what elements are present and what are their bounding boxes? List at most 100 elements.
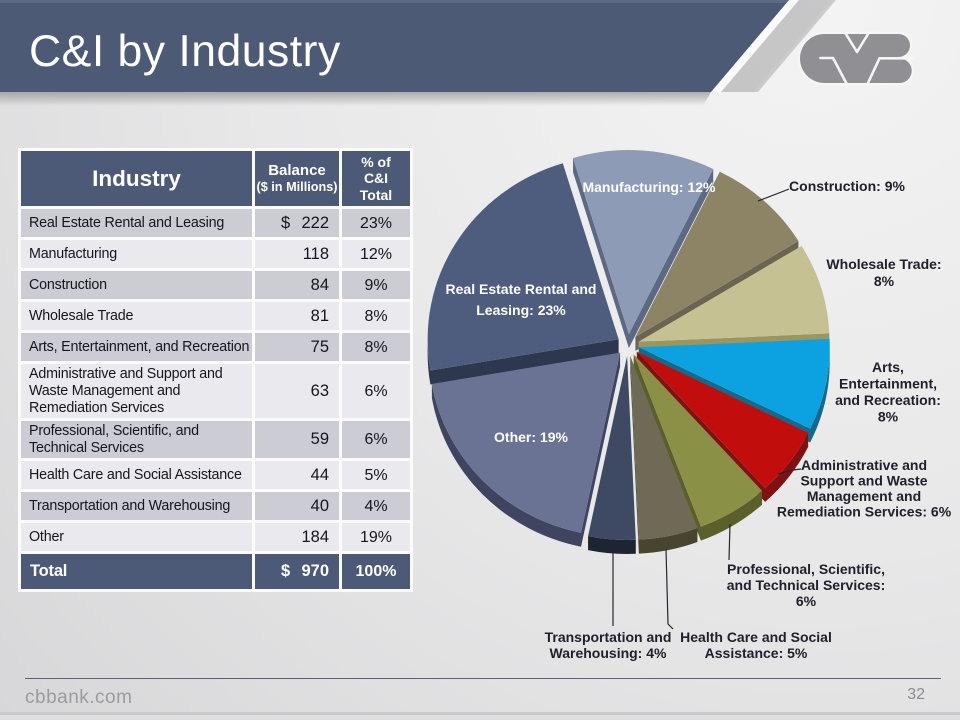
table-row: Health Care and Social Assistance 44 5% bbox=[21, 461, 410, 489]
leader-line bbox=[757, 188, 790, 202]
cell-percent: 4% bbox=[342, 492, 410, 520]
bottom-edge-strip-light bbox=[0, 715, 960, 720]
pie-slice-side bbox=[638, 347, 830, 443]
pie-label-outside: Construction: 9% bbox=[789, 178, 905, 194]
cell-percent: 9% bbox=[342, 271, 410, 299]
cell-balance: 59 bbox=[255, 421, 339, 458]
cell-percent: 5% bbox=[342, 461, 410, 489]
header-band-shape bbox=[0, 0, 789, 92]
cell-percent: 8% bbox=[342, 302, 410, 330]
table-body: Real Estate Rental and Leasing $222 23% Man… bbox=[21, 209, 410, 589]
balance-value: 63 bbox=[310, 381, 329, 400]
logo-cut-c bbox=[819, 56, 848, 85]
pie-slice[interactable] bbox=[633, 354, 763, 527]
balance-cell-wrap: 118 bbox=[281, 244, 329, 263]
pie-slice-side bbox=[573, 158, 714, 349]
table-row: Manufacturing 118 12% bbox=[21, 240, 410, 268]
page-number: 32 bbox=[907, 686, 925, 703]
cell-industry: Other bbox=[21, 523, 252, 551]
cell-balance: 184 bbox=[255, 523, 339, 551]
leader-line bbox=[777, 468, 802, 475]
pie-slice-side bbox=[588, 536, 636, 554]
leader-line bbox=[665, 548, 674, 630]
header-diagonal-shadow bbox=[720, 0, 836, 92]
header-shadow bbox=[0, 92, 711, 106]
cell-industry: Real Estate Rental and Leasing bbox=[21, 209, 252, 237]
pie-label-outside: Health Care and Social Assistance: 5% bbox=[680, 629, 832, 661]
header-band bbox=[0, 0, 836, 106]
balance-cell-wrap: $970 bbox=[281, 563, 329, 580]
logo-letter-b-bottom bbox=[860, 58, 912, 83]
currency-symbol: $ bbox=[281, 562, 291, 580]
balance-cell-wrap: $222 bbox=[281, 214, 329, 232]
balance-cell-wrap: 75 bbox=[281, 337, 329, 356]
cell-percent: 19% bbox=[342, 523, 410, 551]
pie-label-outside: Wholesale Trade: 8% bbox=[826, 256, 941, 289]
column-header-industry: Industry bbox=[21, 151, 252, 206]
pie-slice[interactable] bbox=[427, 163, 619, 371]
industry-table: Industry Balance ($ in Millions)% of C&I … bbox=[18, 148, 413, 592]
table-row: Professional, Scientific, and Technical … bbox=[21, 421, 410, 458]
pie-slice[interactable] bbox=[573, 150, 714, 335]
cell-percent: 8% bbox=[342, 333, 410, 361]
pie-label-inside: Manufacturing: 12% bbox=[582, 179, 716, 195]
table-row: Real Estate Rental and Leasing $222 23% bbox=[21, 209, 410, 237]
column-header-pct: % of C&I Total bbox=[342, 151, 410, 206]
bottom-edge-strip bbox=[0, 712, 960, 715]
balance-value: 44 bbox=[310, 465, 329, 484]
cell-balance: 75 bbox=[255, 333, 339, 361]
logo-cut-lines bbox=[819, 31, 915, 86]
balance-value: 184 bbox=[301, 527, 329, 546]
cell-industry: Transportation and Warehousing bbox=[21, 492, 252, 520]
table-row: Arts, Entertainment, and Recreation 75 8% bbox=[21, 333, 410, 361]
cell-balance: 81 bbox=[255, 302, 339, 330]
pie-slice[interactable] bbox=[636, 351, 809, 488]
cell-industry: Health Care and Social Assistance bbox=[21, 461, 252, 489]
cell-percent: 6% bbox=[342, 364, 410, 418]
balance-value: 59 bbox=[310, 430, 329, 448]
pie-label-outside: Professional, Scientific, and Technical S… bbox=[727, 561, 885, 609]
cell-percent: 6% bbox=[342, 421, 410, 458]
pie-slice-side bbox=[427, 339, 619, 385]
cell-percent: 23% bbox=[342, 209, 410, 237]
cvb-logo bbox=[797, 31, 915, 86]
balance-cell-wrap: 184 bbox=[281, 527, 329, 546]
balance-cell-wrap: 63 bbox=[281, 381, 329, 400]
cell-balance: 84 bbox=[255, 271, 339, 299]
table-row: Transportation and Warehousing 40 4% bbox=[21, 492, 410, 520]
header-top-edge bbox=[0, 0, 789, 3]
logo-cut-b bbox=[866, 57, 915, 86]
pie-slice[interactable] bbox=[638, 245, 830, 342]
footer-divider bbox=[25, 677, 941, 679]
cell-industry: Total bbox=[21, 554, 252, 589]
table-row: Wholesale Trade 81 8% bbox=[21, 302, 410, 330]
cell-balance: 118 bbox=[255, 240, 339, 268]
logo-letter-b-top bbox=[862, 34, 911, 57]
cell-balance: $222 bbox=[255, 209, 339, 237]
header-diagonal-highlight bbox=[711, 0, 799, 92]
cell-balance: 40 bbox=[255, 492, 339, 520]
balance-cell-wrap: 81 bbox=[281, 307, 329, 325]
table-header-row: Industry Balance ($ in Millions)% of C&I … bbox=[21, 151, 410, 206]
cell-industry: Arts, Entertainment, and Recreation bbox=[21, 333, 252, 361]
table-header: Industry Balance ($ in Millions)% of C&I … bbox=[21, 151, 410, 206]
pie-slice[interactable] bbox=[638, 338, 830, 429]
balance-value: 118 bbox=[302, 244, 329, 263]
pie-slice[interactable] bbox=[635, 171, 799, 337]
cell-industry: Wholesale Trade bbox=[21, 302, 252, 330]
pie-slice[interactable] bbox=[588, 355, 636, 540]
pie-slice[interactable] bbox=[431, 352, 621, 533]
pie-label-outside: Administrative and Support and Waste Manag… bbox=[777, 457, 952, 520]
pie-label-outside: Arts, Entertainment, and Recreation: 8% bbox=[835, 359, 941, 425]
balance-cell-wrap: 40 bbox=[281, 497, 329, 515]
table-row: Construction 84 9% bbox=[21, 271, 410, 299]
pie-slice-side bbox=[630, 355, 698, 554]
cell-industry: Professional, Scientific, and Technical … bbox=[21, 421, 252, 458]
table-row: Administrative and Support and Waste Man… bbox=[21, 364, 410, 418]
cell-balance: 63 bbox=[255, 364, 339, 418]
footer-url: cbbank.com bbox=[25, 687, 133, 708]
balance-value: 75 bbox=[310, 337, 329, 356]
pie-slice[interactable] bbox=[630, 355, 698, 540]
